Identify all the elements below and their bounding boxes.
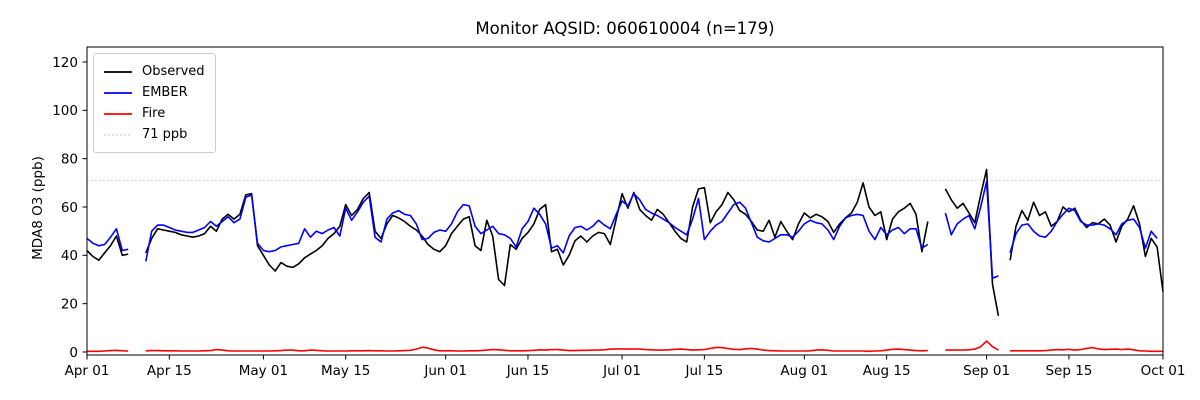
x-tick-label: Jul 15 — [684, 363, 723, 379]
y-tick-label: 40 — [61, 248, 78, 264]
chart-title: Monitor AQSID: 060610004 (n=179) — [475, 19, 775, 38]
observed-line — [86, 168, 1164, 316]
legend-item-observed: Observed — [103, 61, 205, 82]
legend-item-fire: Fire — [103, 103, 205, 124]
y-tick-label: 100 — [52, 103, 78, 119]
x-tick-label: Jun 15 — [506, 363, 550, 379]
x-tick-label: May 15 — [321, 363, 370, 379]
x-tick-label: Jun 01 — [423, 363, 467, 379]
y-tick-label: 120 — [52, 55, 78, 71]
ember-line — [86, 180, 1158, 280]
x-tick-label: Apr 15 — [147, 363, 192, 379]
x-tick-label: Apr 01 — [65, 363, 110, 379]
legend-label-fire: Fire — [142, 106, 166, 121]
legend-label-observed: Observed — [142, 64, 205, 79]
x-tick-label: Aug 01 — [780, 363, 828, 379]
observed-line-swatch — [104, 70, 132, 73]
legend-label-ember: EMBER — [142, 85, 188, 100]
fire-line — [87, 340, 1163, 353]
legend-label-threshold: 71 ppb — [142, 127, 188, 142]
y-tick-label: 20 — [61, 296, 78, 312]
x-tick-label: Jul 01 — [602, 363, 641, 379]
legend-item-threshold: 71 ppb — [103, 124, 205, 145]
fire-line-swatch — [104, 112, 132, 115]
x-tick-label: Sep 01 — [963, 363, 1010, 379]
legend-item-ember: EMBER — [103, 82, 205, 103]
y-tick-label: 80 — [61, 151, 78, 167]
x-tick-label: Oct 01 — [1141, 363, 1186, 379]
x-tick-label: Aug 15 — [863, 363, 911, 379]
axes-frame — [86, 46, 1164, 356]
legend: Observed EMBER Fire 71 ppb — [93, 53, 216, 153]
x-tick-label: Sep 15 — [1045, 363, 1092, 379]
ember-line-swatch — [104, 91, 132, 94]
threshold-line-swatch — [104, 133, 132, 136]
y-tick-label: 60 — [61, 200, 78, 216]
y-tick-label: 0 — [69, 345, 78, 361]
x-tick-label: May 01 — [239, 363, 288, 379]
